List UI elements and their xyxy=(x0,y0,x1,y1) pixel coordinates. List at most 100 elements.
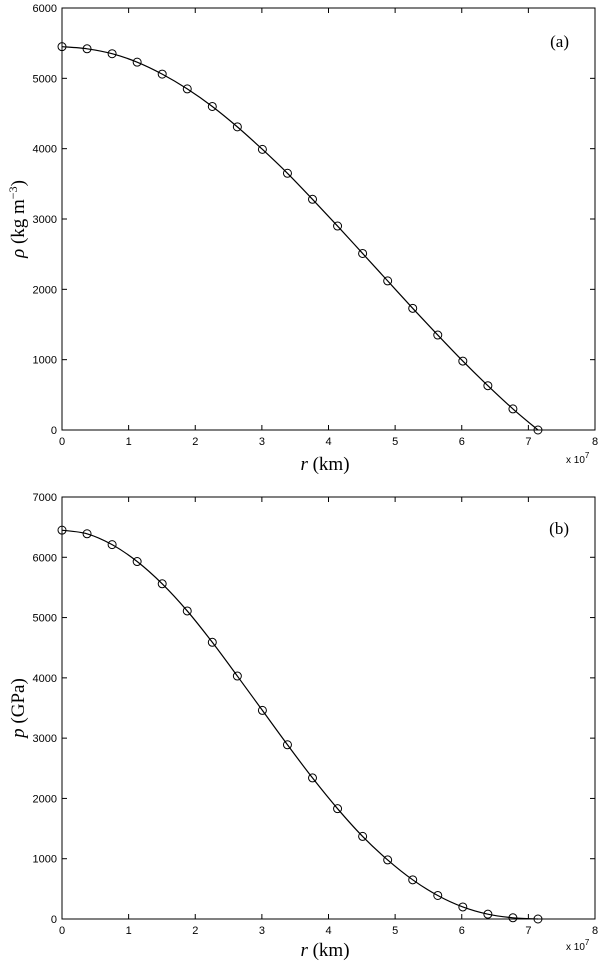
x-tick-label: 0 xyxy=(59,436,65,448)
data-point xyxy=(408,303,418,313)
data-point xyxy=(257,705,267,715)
tick-group: 0 1 2 3 4 5 6 7 8 0 1000 2000 3000 4000 5000 6000 xyxy=(33,3,599,448)
data-point xyxy=(257,144,267,154)
data-point xyxy=(533,914,543,924)
y-axis-unit-post: ) xyxy=(8,180,29,186)
data-point xyxy=(408,875,418,885)
y-tick-label: 5000 xyxy=(33,73,57,85)
y-axis-symbol: p xyxy=(8,728,29,740)
y-tick-label: 3000 xyxy=(33,214,57,226)
data-marks xyxy=(57,525,543,924)
series-line xyxy=(61,529,538,920)
x-tick-label: 1 xyxy=(126,925,132,937)
y-tick-label: 7000 xyxy=(33,492,57,504)
data-point xyxy=(232,122,242,132)
data-point xyxy=(383,276,393,286)
data-point xyxy=(82,529,92,539)
x-axis-title: r (km) xyxy=(300,454,349,475)
panel-label: (b) xyxy=(549,519,569,538)
y-tick-label: 6000 xyxy=(33,552,57,564)
x-tick-label: 6 xyxy=(459,436,465,448)
x-exponent-base: x 10 xyxy=(566,455,585,466)
data-marks xyxy=(57,42,543,435)
data-point xyxy=(132,557,142,567)
data-point xyxy=(333,221,343,231)
series-line xyxy=(61,46,539,431)
data-point xyxy=(433,330,443,340)
data-point xyxy=(132,57,142,67)
data-point xyxy=(333,804,343,814)
x-exponent-label: x 107 xyxy=(566,451,590,466)
x-tick-label: 0 xyxy=(59,925,65,937)
data-point xyxy=(282,740,292,750)
data-point xyxy=(82,44,92,54)
x-tick-label: 8 xyxy=(592,925,598,937)
x-axis-symbol: r xyxy=(300,454,308,475)
y-axis-unit-sup: −3 xyxy=(6,186,20,199)
y-tick-label: 4000 xyxy=(33,144,57,156)
y-tick-label: 4000 xyxy=(33,673,57,685)
data-point xyxy=(483,909,493,919)
x-axis-symbol: r xyxy=(300,940,308,961)
data-point xyxy=(182,606,192,616)
x-tick-label: 5 xyxy=(392,925,398,937)
data-point xyxy=(57,42,67,52)
x-tick-label: 7 xyxy=(525,436,531,448)
data-point xyxy=(207,101,217,111)
data-point xyxy=(433,890,443,900)
data-point xyxy=(57,525,67,535)
data-point xyxy=(358,248,368,258)
tick-group: 0 1 2 3 4 5 6 7 8 0 1000 2000 3000 4000 5000 6000 7000 xyxy=(33,492,599,937)
x-tick-label: 4 xyxy=(325,436,331,448)
data-point xyxy=(508,913,518,923)
x-axis-unit: (km) xyxy=(308,454,350,475)
plot-area-frame xyxy=(61,7,596,431)
x-tick-label: 7 xyxy=(525,925,531,937)
data-point xyxy=(383,855,393,865)
x-exponent-power: 7 xyxy=(585,938,590,947)
x-tick-label: 2 xyxy=(192,436,198,448)
data-point xyxy=(508,404,518,414)
data-point xyxy=(107,540,117,550)
x-tick-label: 4 xyxy=(325,925,331,937)
y-tick-label: 0 xyxy=(51,914,57,926)
x-tick-label: 6 xyxy=(459,925,465,937)
y-axis-title: p (GPa) xyxy=(8,678,29,740)
y-tick-label: 5000 xyxy=(33,613,57,625)
x-tick-label: 2 xyxy=(192,925,198,937)
data-point xyxy=(458,902,468,912)
y-tick-label: 2000 xyxy=(33,793,57,805)
x-axis-title: r (km) xyxy=(300,940,349,961)
data-point xyxy=(157,69,167,79)
y-tick-label: 1000 xyxy=(33,355,57,367)
data-point xyxy=(358,831,368,841)
x-tick-label: 3 xyxy=(259,436,265,448)
y-axis-unit-pre: (kg m xyxy=(8,199,29,249)
y-tick-label: 1000 xyxy=(33,854,57,866)
data-point xyxy=(533,425,543,435)
data-point xyxy=(182,84,192,94)
y-axis-symbol: ρ xyxy=(8,249,29,259)
data-point xyxy=(107,49,117,59)
data-point xyxy=(483,381,493,391)
x-tick-label: 3 xyxy=(259,925,265,937)
data-point xyxy=(157,579,167,589)
y-tick-label: 0 xyxy=(51,425,57,437)
y-tick-label: 2000 xyxy=(33,284,57,296)
x-exponent-base: x 10 xyxy=(566,942,585,953)
y-tick-label: 3000 xyxy=(33,733,57,745)
x-tick-label: 5 xyxy=(392,436,398,448)
data-point xyxy=(232,671,242,681)
panel-label: (a) xyxy=(550,32,569,51)
data-point xyxy=(308,194,318,204)
plot-area-frame xyxy=(61,496,596,920)
y-axis-unit-pre: (GPa) xyxy=(8,678,29,728)
x-exponent-power: 7 xyxy=(585,451,590,460)
x-tick-label: 1 xyxy=(126,436,132,448)
data-point xyxy=(458,356,468,366)
x-axis-unit: (km) xyxy=(308,940,350,961)
x-exponent-label: x 107 xyxy=(566,938,590,953)
